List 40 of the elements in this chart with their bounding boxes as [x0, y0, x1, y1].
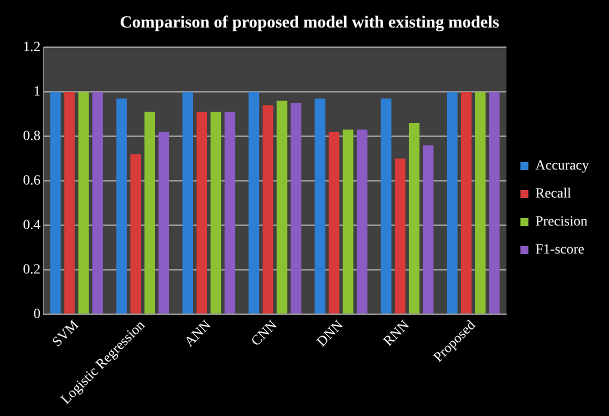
- bar: [328, 132, 340, 314]
- bar: [224, 112, 236, 314]
- bar: [78, 92, 89, 314]
- y-tick-label: 1.2: [23, 40, 40, 56]
- bar: [314, 98, 326, 314]
- bar: [394, 158, 406, 314]
- bar: [380, 98, 392, 314]
- bar: [182, 92, 194, 314]
- bar: [50, 92, 61, 314]
- bar: [422, 145, 434, 314]
- bar: [446, 92, 458, 314]
- bar: [210, 112, 222, 314]
- y-tick-label: 0.4: [23, 218, 40, 233]
- bar: [130, 154, 141, 314]
- chart-title: Comparison of proposed model with existing models: [120, 12, 500, 32]
- bar: [290, 102, 302, 314]
- legend-label: Recall: [535, 186, 572, 202]
- bar: [116, 98, 127, 314]
- bar: [356, 130, 368, 314]
- legend-label: Precision: [535, 214, 588, 230]
- y-tick-label: 0.6: [23, 173, 40, 188]
- bar: [196, 112, 208, 314]
- bar: [276, 100, 288, 314]
- bar: [461, 92, 472, 314]
- legend-label: Accuracy: [535, 158, 590, 174]
- bar: [342, 130, 354, 314]
- bar: [262, 105, 274, 314]
- y-tick-label: 0.2: [23, 262, 40, 278]
- y-tick-label: 1: [34, 84, 40, 100]
- legend-label: F1-score: [535, 242, 584, 258]
- bar: [144, 112, 155, 314]
- bar: [158, 132, 170, 314]
- bar: [92, 92, 103, 314]
- y-tick-label: 0.8: [23, 129, 40, 144]
- bar: [248, 92, 260, 314]
- bar: [408, 122, 420, 314]
- bar: [475, 92, 486, 314]
- bar: [64, 92, 75, 314]
- y-tick-label: 0: [34, 306, 40, 322]
- bar: [489, 92, 500, 314]
